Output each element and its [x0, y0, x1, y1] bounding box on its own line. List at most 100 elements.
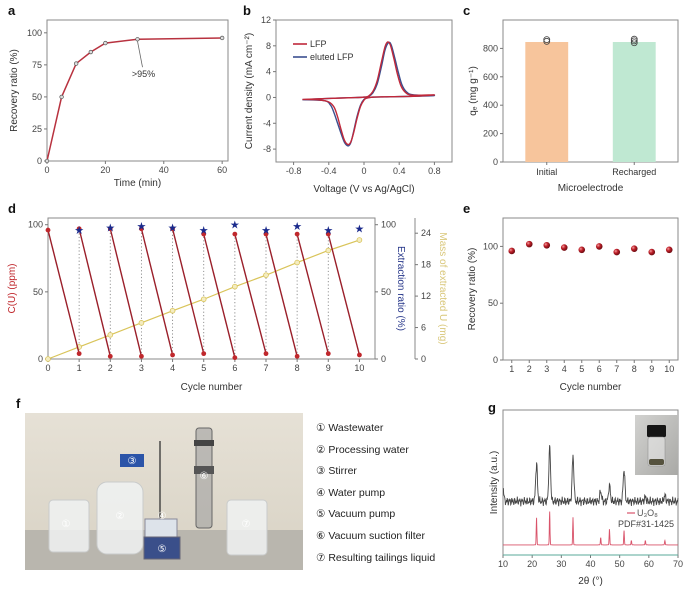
- wastewater-container: [48, 499, 90, 553]
- panel-letter: e: [463, 201, 470, 216]
- y-tick-label: 0: [37, 156, 42, 166]
- panel-letter: d: [8, 201, 16, 216]
- data-point: [220, 35, 225, 41]
- y-axis-label: Intensity (a.u.): [489, 451, 500, 514]
- y-right2-tick-label: 0: [421, 354, 426, 364]
- panel-c: 0 200 400 600 800 c Initial Recharged Microelect…: [463, 3, 679, 194]
- panel-f: f ① ② ③ ④ ⑤ ⑥ ⑦: [16, 396, 303, 570]
- photo-number-marker: ②: [116, 511, 125, 522]
- replicate-point: [630, 37, 638, 45]
- water-pump: [144, 518, 178, 540]
- y-tick-label: 600: [483, 72, 498, 82]
- y-tick-label: 50: [33, 287, 43, 297]
- x-tick-label: 70: [673, 559, 683, 569]
- y-axis-label: Recovery ratio (%): [9, 49, 20, 132]
- replicate-point: [543, 37, 551, 45]
- concentration-point: [76, 226, 82, 232]
- x-tick-label: 4: [562, 364, 567, 374]
- concentration-point: [263, 351, 269, 357]
- x-axis-label: Voltage (V vs Ag/AgCl): [313, 184, 414, 195]
- concentration-line: [296, 233, 329, 354]
- x-tick-label: 7: [263, 363, 268, 373]
- item-label: Vacuum suction filter: [328, 529, 426, 542]
- extraction-ratio-star: ★: [354, 224, 364, 236]
- mass-point: [263, 272, 269, 278]
- y-right2-tick-label: 24: [421, 228, 431, 238]
- inset-vial-photo: [635, 415, 678, 475]
- reference-pattern: [503, 511, 678, 546]
- mass-point: [138, 320, 145, 326]
- mass-point: [294, 259, 300, 266]
- processing-water-container: [96, 481, 144, 555]
- x-tick-label: 40: [159, 165, 169, 175]
- y-tick-label: 0: [493, 157, 498, 167]
- y-right2-tick-label: 12: [421, 291, 431, 301]
- data-point: [560, 244, 568, 251]
- y-right2-axis-label: Mass of extracted U (mg): [437, 232, 448, 344]
- x-tick-label: 10: [354, 363, 364, 373]
- data-point: [88, 49, 93, 55]
- y-right-tick-label: 50: [381, 287, 391, 297]
- plot-frame: [275, 19, 453, 163]
- bar: [525, 42, 569, 163]
- data-point: [648, 248, 656, 256]
- x-tick-label: 60: [644, 559, 654, 569]
- item-label: Processing water: [328, 443, 409, 456]
- x-tick-label: 8: [632, 364, 637, 374]
- concentration-point: [263, 231, 269, 237]
- mass-point: [200, 296, 207, 303]
- data-point: [135, 37, 140, 42]
- x-tick-label: 4: [170, 363, 175, 373]
- y-right2-tick-label: 18: [421, 260, 431, 270]
- replicate-point: [543, 36, 551, 43]
- y-tick-label: 50: [32, 92, 42, 102]
- legend-item: ⑤ Vacuum pump: [316, 504, 435, 526]
- item-marker: ⑥: [316, 529, 326, 542]
- category-label: Recharged: [612, 167, 656, 177]
- y-tick-label: 75: [32, 60, 42, 70]
- concentration-line: [109, 228, 143, 357]
- mass-point: [45, 356, 51, 362]
- legend-item: ③ Stirrer: [316, 461, 435, 483]
- y-tick-label: 25: [32, 124, 42, 134]
- extraction-ratio-star: ★: [136, 221, 146, 233]
- series-line: [46, 37, 223, 162]
- x-tick-label: 0.8: [428, 166, 441, 176]
- y-tick-label: 4: [266, 67, 271, 77]
- item-label: Wastewater: [328, 422, 384, 434]
- y-tick-label: 100: [483, 241, 498, 251]
- x-tick-label: 1: [509, 364, 514, 374]
- vacuum-pump: [143, 536, 181, 560]
- item-marker: ①: [316, 422, 326, 434]
- item-marker: ③: [316, 465, 326, 478]
- extraction-ratio-star: ★: [323, 225, 333, 237]
- x-tick-label: 0: [45, 363, 50, 373]
- replicate-point: [630, 35, 638, 43]
- concentration-point: [76, 351, 82, 357]
- extraction-ratio-star: ★: [105, 222, 115, 234]
- y-tick-label: 200: [483, 129, 498, 139]
- x-tick-label: 6: [597, 364, 602, 374]
- concentration-point: [170, 226, 175, 232]
- y-tick-label: 400: [483, 100, 498, 110]
- vial-powder-icon: [649, 459, 664, 465]
- photo-legend: ① Wastewater ② Processing water ③ Stirre…: [316, 418, 435, 569]
- data-point: [630, 245, 638, 252]
- x-tick-label: 0: [44, 165, 49, 175]
- concentration-point: [294, 231, 300, 237]
- panel-b: -0.8 -0.4 0 0.4 0.8 -8 -4 0 4 8 12 b Voltage (V vs A…: [243, 3, 453, 195]
- x-tick-label: 5: [579, 364, 584, 374]
- data-point: [525, 240, 533, 248]
- concentration-point: [45, 227, 51, 233]
- data-point: [103, 40, 108, 46]
- x-axis-label: Cycle number: [560, 382, 622, 393]
- data-point: [59, 94, 64, 100]
- x-axis-label: Cycle number: [181, 382, 243, 393]
- bar: [612, 42, 656, 163]
- x-axis-label: 2θ (°): [578, 576, 603, 587]
- plot-frame: [46, 19, 229, 162]
- panel-letter: f: [16, 396, 21, 411]
- concentration-point: [232, 231, 238, 237]
- y-axis-label: C(U) (ppm): [7, 264, 18, 314]
